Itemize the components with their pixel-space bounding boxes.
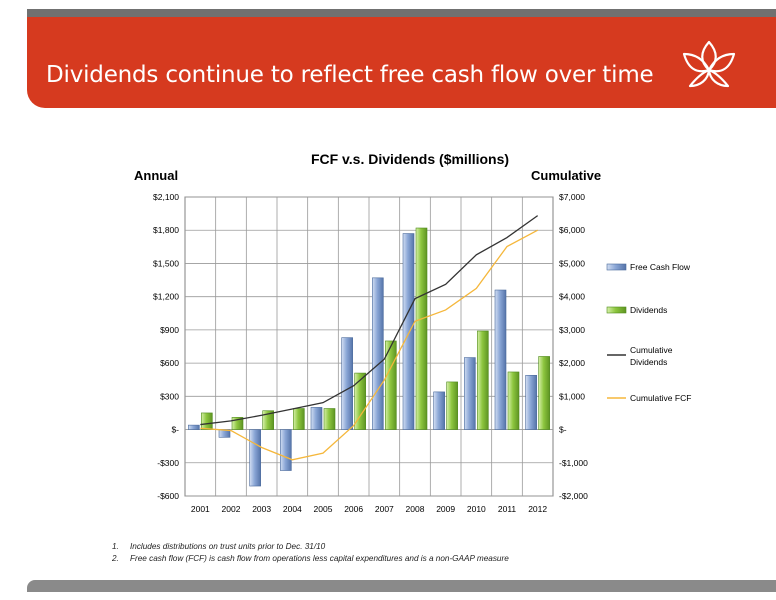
right-tick-label: $5,000: [559, 258, 585, 268]
legend-cumulative-dividends-label-line-2: Dividends: [630, 357, 667, 367]
legend-dividends-swatch: [606, 306, 627, 314]
dividend-bar-2012: [538, 356, 550, 430]
axes: -$600 -$300 $- $300 $600 $900 $1,200 $1,500 $1,8…: [153, 192, 588, 514]
fcf-bar-2011: [494, 289, 507, 430]
dividend-bar-2011: [507, 371, 520, 430]
left-tick-label: $900: [160, 325, 179, 335]
slide-title: Dividends continue to reflect free cash …: [46, 62, 654, 88]
right-tick-label: $4,000: [559, 292, 585, 302]
x-tick-label: 2010: [467, 504, 486, 514]
x-tick-label: 2009: [436, 504, 455, 514]
x-tick-label: 2002: [222, 504, 241, 514]
left-tick-label: $2,100: [153, 192, 179, 202]
right-tick-label: -$2,000: [559, 491, 588, 501]
dividend-bar-2005: [323, 408, 336, 430]
right-axis-title: Cumulative: [531, 168, 601, 183]
fcf-bar-2009: [433, 391, 445, 430]
cumulative-fcf-line: [200, 229, 538, 461]
grid-lines: [184, 196, 554, 497]
fcf-bar-2012: [525, 374, 537, 430]
fcf-bar-2001: [188, 424, 200, 430]
right-tick-label: $7,000: [559, 192, 585, 202]
legend-cumulative-dividends-label-line-1: Cumulative: [630, 345, 673, 355]
x-tick-label: 2012: [528, 504, 547, 514]
dividend-bar-2007: [385, 340, 397, 430]
x-tick-label: 2001: [191, 504, 210, 514]
left-tick-label: $300: [160, 391, 179, 401]
footnote-1-number: 1.: [112, 542, 119, 551]
x-tick-label: 2006: [344, 504, 363, 514]
title-banner: [27, 17, 776, 108]
dividend-bar-2002: [231, 417, 244, 430]
fcf-bar-2003: [249, 429, 261, 487]
left-tick-label: $-: [171, 425, 179, 435]
dividend-bar-2006: [354, 372, 366, 430]
top-gray-strip: [27, 9, 776, 17]
dividend-bar-2010: [477, 330, 489, 430]
footnote-1-text: Includes distributions on trust units pr…: [130, 542, 326, 551]
bottom-gray-strip: [27, 580, 776, 592]
legend-free-cash-flow-swatch: [606, 263, 627, 271]
footnote-2: 2. Free cash flow (FCF) is cash flow fro…: [112, 553, 509, 565]
fcf-bar-2007: [372, 277, 384, 430]
dividend-bar-2003: [262, 410, 274, 430]
fcf-bar-2004: [280, 429, 292, 471]
legend-free-cash-flow-label: Free Cash Flow: [630, 262, 691, 272]
dividend-bar-2004: [293, 408, 305, 430]
x-tick-label: 2008: [406, 504, 425, 514]
chart-title: FCF v.s. Dividends ($millions): [311, 151, 509, 167]
legend: Free Cash Flow Dividends Cumulative Dividen…: [606, 262, 691, 403]
right-tick-label: $1,000: [559, 391, 585, 401]
bars: [188, 227, 550, 487]
right-tick-label: -$1,000: [559, 458, 588, 468]
footnote-1: 1. Includes distributions on trust units…: [112, 541, 509, 553]
right-tick-label: $-: [559, 425, 567, 435]
footnote-2-text: Free cash flow (FCF) is cash flow from o…: [130, 554, 509, 563]
legend-cumulative-fcf-label: Cumulative FCF: [630, 393, 691, 403]
fcf-bar-2006: [341, 337, 353, 430]
left-tick-label: -$600: [157, 491, 179, 501]
x-tick-label: 2011: [498, 504, 517, 514]
fcf-bar-2005: [310, 407, 323, 430]
legend-dividends-label: Dividends: [630, 305, 667, 315]
dividend-bar-2009: [446, 381, 458, 430]
left-tick-label: $600: [160, 358, 179, 368]
dividend-bar-2008: [415, 227, 428, 430]
flower-logo-icon: [682, 40, 736, 88]
fcf-bar-2010: [464, 357, 476, 430]
left-tick-label: -$300: [157, 458, 179, 468]
x-tick-label: 2007: [375, 504, 394, 514]
x-tick-label: 2003: [252, 504, 271, 514]
footnote-2-number: 2.: [112, 554, 119, 563]
left-tick-label: $1,200: [153, 292, 179, 302]
x-tick-label: 2005: [314, 504, 333, 514]
right-tick-label: $2,000: [559, 358, 585, 368]
lines: [200, 215, 539, 461]
fcf-bar-2008: [402, 233, 415, 430]
right-tick-label: $6,000: [559, 225, 585, 235]
x-tick-label: 2004: [283, 504, 302, 514]
cumulative-dividends-line: [200, 215, 539, 426]
footnotes: 1. Includes distributions on trust units…: [112, 541, 509, 565]
left-tick-label: $1,500: [153, 258, 179, 268]
dividend-bar-2001: [201, 412, 213, 430]
left-axis-title: Annual: [134, 168, 178, 183]
right-tick-label: $3,000: [559, 325, 585, 335]
left-tick-label: $1,800: [153, 225, 179, 235]
